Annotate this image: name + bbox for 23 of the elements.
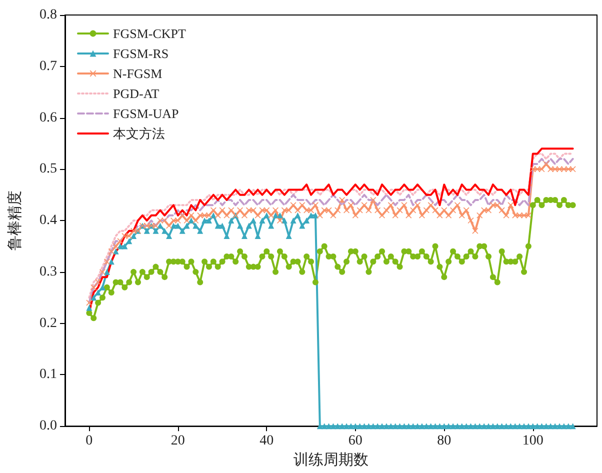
y-tick-label: 0.4: [40, 213, 57, 228]
y-tick-label: 0.1: [40, 367, 57, 382]
legend-label: N-FGSM: [113, 66, 163, 81]
x-tick-label: 80: [437, 434, 452, 449]
y-tick-label: 0.0: [40, 418, 57, 434]
x-tick-label: 100: [522, 434, 544, 449]
y-tick-label: 0.2: [40, 316, 57, 331]
legend-label: 本文方法: [113, 126, 165, 141]
y-axis-title: 鲁棒精度: [6, 190, 24, 251]
legend-label: PGD-AT: [113, 86, 160, 101]
y-tick-label: 0.3: [40, 264, 57, 280]
x-axis-title: 训练周期数: [294, 452, 368, 468]
x-tick-label: 60: [348, 434, 362, 449]
y-tick-label: 0.8: [40, 8, 57, 22]
x-tick-label: 0: [86, 434, 93, 449]
y-tick-label: 0.6: [40, 110, 57, 126]
legend-label: FGSM-UAP: [113, 106, 179, 121]
y-tick-label: 0.5: [40, 162, 57, 177]
x-tick-label: 20: [170, 434, 185, 449]
y-tick-label: 0.7: [40, 58, 57, 74]
legend-label: FGSM-RS: [113, 46, 169, 61]
x-tick-label: 40: [260, 434, 274, 449]
legend-label: FGSM-CKPT: [113, 26, 186, 41]
